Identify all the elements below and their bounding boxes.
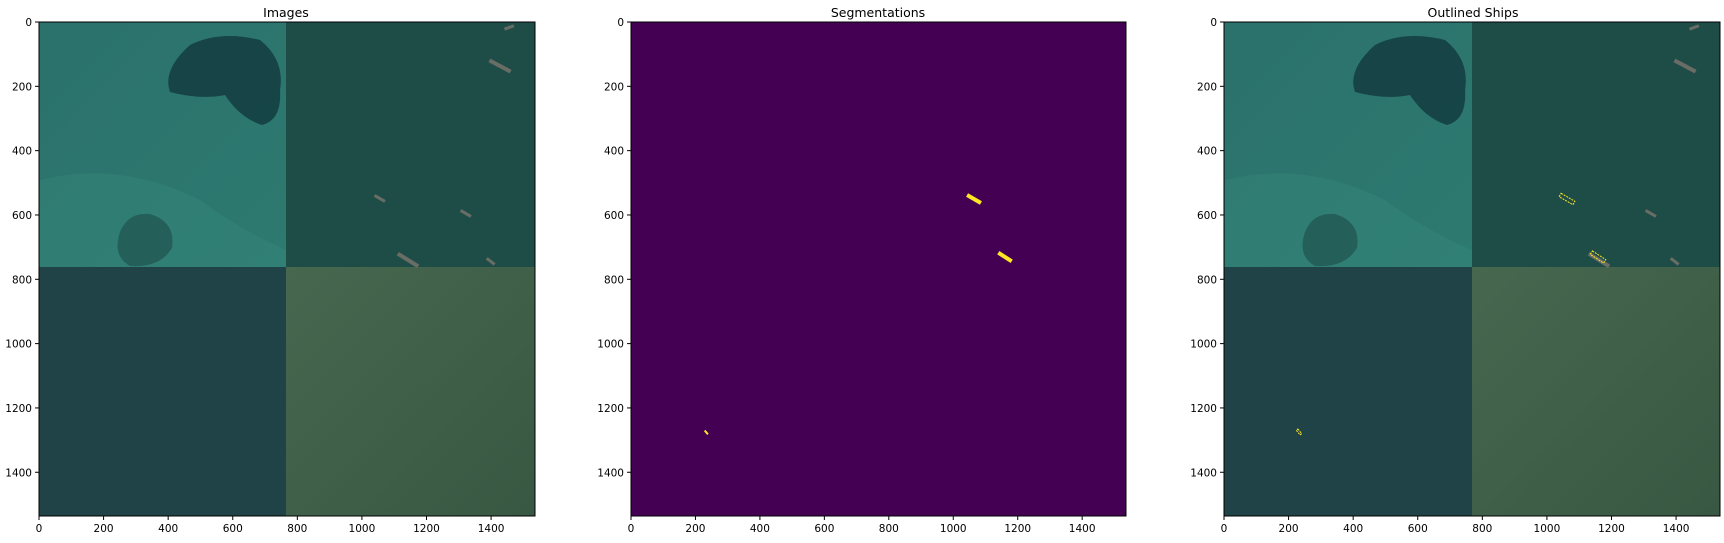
ship bbox=[459, 209, 472, 218]
y-tick-label: 1000 bbox=[597, 339, 624, 351]
mask-ship bbox=[997, 250, 1013, 264]
panel-title-images: Images bbox=[263, 5, 309, 20]
segmentation-mask-background bbox=[631, 22, 1126, 516]
panel-title-outlined: Outlined Ships bbox=[1428, 5, 1519, 20]
y-tick-label: 600 bbox=[1197, 210, 1217, 222]
y-tick-label: 1000 bbox=[5, 339, 32, 351]
satellite-image-mosaic bbox=[39, 22, 535, 516]
y-tick-label: 400 bbox=[12, 146, 32, 158]
x-tick-label: 0 bbox=[36, 523, 43, 535]
x-tick-label: 0 bbox=[1221, 523, 1228, 535]
x-tick-label: 600 bbox=[814, 523, 834, 535]
y-tick-label: 800 bbox=[12, 274, 32, 286]
axis-segmentations: 0 200 400 600 800 1000 1200 1400 0 200 400 600 800 10… bbox=[597, 17, 1095, 535]
x-tick-label: 800 bbox=[879, 523, 899, 535]
ship bbox=[488, 58, 512, 74]
dark-reef-patch-2 bbox=[117, 213, 173, 267]
x-tick-label: 0 bbox=[628, 523, 635, 535]
y-tick-label: 800 bbox=[604, 274, 624, 286]
x-tick-label: 1000 bbox=[1534, 523, 1561, 535]
x-tick-label: 800 bbox=[287, 523, 307, 535]
ship bbox=[1673, 58, 1697, 74]
panel-outlined-ships: Outlined Ships bbox=[1190, 5, 1721, 535]
ship bbox=[373, 194, 386, 203]
plot-frame-images bbox=[38, 21, 536, 517]
y-tick-label: 1200 bbox=[1190, 403, 1217, 415]
ship bbox=[1644, 209, 1657, 218]
y-tick-label: 1400 bbox=[5, 467, 32, 479]
x-tick-label: 1200 bbox=[1004, 523, 1031, 535]
y-tick-label: 0 bbox=[25, 17, 32, 29]
y-tick-label: 400 bbox=[1197, 146, 1217, 158]
y-tick-label: 1000 bbox=[1190, 339, 1217, 351]
ship bbox=[485, 257, 496, 266]
segmented-ships bbox=[703, 193, 1013, 435]
x-tick-label: 1400 bbox=[478, 523, 505, 535]
x-tick-label: 400 bbox=[158, 523, 178, 535]
y-tick-label: 0 bbox=[1210, 17, 1217, 29]
x-tick-label: 1400 bbox=[1663, 523, 1690, 535]
tile-top-right bbox=[286, 22, 535, 267]
plot-frame-segmentations bbox=[630, 21, 1127, 517]
y-tick-label: 400 bbox=[604, 146, 624, 158]
ship bbox=[503, 24, 515, 31]
shallow-band bbox=[1225, 173, 1472, 267]
dark-reef-patch bbox=[168, 36, 281, 125]
x-tick-label: 200 bbox=[685, 523, 705, 535]
mask-ship bbox=[703, 429, 709, 435]
dark-reef-patch bbox=[1353, 36, 1466, 125]
plot-frame-outlined bbox=[1223, 21, 1721, 517]
axis-images: 0 200 400 600 800 1000 1200 1400 0 200 400 600 800 10… bbox=[5, 17, 504, 535]
y-tick-label: 600 bbox=[604, 210, 624, 222]
ship bbox=[396, 251, 420, 269]
x-tick-label: 1200 bbox=[1598, 523, 1625, 535]
mask-ship bbox=[966, 193, 982, 205]
dark-reef-patch-2 bbox=[1302, 213, 1358, 267]
x-tick-label: 800 bbox=[1472, 523, 1492, 535]
y-tick-label: 1200 bbox=[5, 403, 32, 415]
ship-outline bbox=[1295, 428, 1303, 436]
x-tick-label: 600 bbox=[223, 523, 243, 535]
outlined-image-mosaic bbox=[1224, 22, 1720, 516]
tile-bottom-left bbox=[1224, 267, 1472, 516]
y-tick-label: 600 bbox=[12, 210, 32, 222]
tile-bottom-right bbox=[1472, 267, 1720, 516]
tile-bottom-right bbox=[286, 267, 535, 516]
ship-markers bbox=[373, 24, 515, 269]
x-tick-label: 600 bbox=[1408, 523, 1428, 535]
ship bbox=[1688, 24, 1700, 31]
x-tick-label: 1000 bbox=[349, 523, 376, 535]
y-tick-label: 800 bbox=[1197, 274, 1217, 286]
shallow-band bbox=[40, 173, 286, 267]
x-tick-label: 200 bbox=[94, 523, 114, 535]
tile-bottom-left bbox=[39, 267, 286, 516]
x-tick-label: 200 bbox=[1279, 523, 1299, 535]
ship bbox=[1669, 257, 1680, 266]
axis-outlined: 0 200 400 600 800 1000 1200 1400 0 200 400 600 800 10… bbox=[1190, 17, 1689, 535]
x-tick-label: 400 bbox=[1343, 523, 1363, 535]
x-tick-label: 1200 bbox=[413, 523, 440, 535]
y-tick-label: 0 bbox=[617, 17, 624, 29]
x-tick-label: 1000 bbox=[940, 523, 967, 535]
tile-top-right bbox=[1472, 22, 1720, 267]
y-tick-label: 1400 bbox=[597, 467, 624, 479]
y-tick-label: 1400 bbox=[1190, 467, 1217, 479]
x-tick-label: 1400 bbox=[1069, 523, 1096, 535]
panel-segmentations: Segmentations 0 200 400 600 800 1000 1200 14000… bbox=[597, 5, 1127, 535]
x-tick-label: 400 bbox=[750, 523, 770, 535]
ship-outline bbox=[1589, 250, 1607, 264]
panel-title-segmentations: Segmentations bbox=[831, 5, 925, 20]
y-tick-label: 1200 bbox=[597, 403, 624, 415]
panel-images: Images 0 200 400 600 bbox=[5, 5, 536, 535]
y-tick-label: 200 bbox=[12, 81, 32, 93]
y-tick-label: 200 bbox=[604, 81, 624, 93]
y-tick-label: 200 bbox=[1197, 81, 1217, 93]
